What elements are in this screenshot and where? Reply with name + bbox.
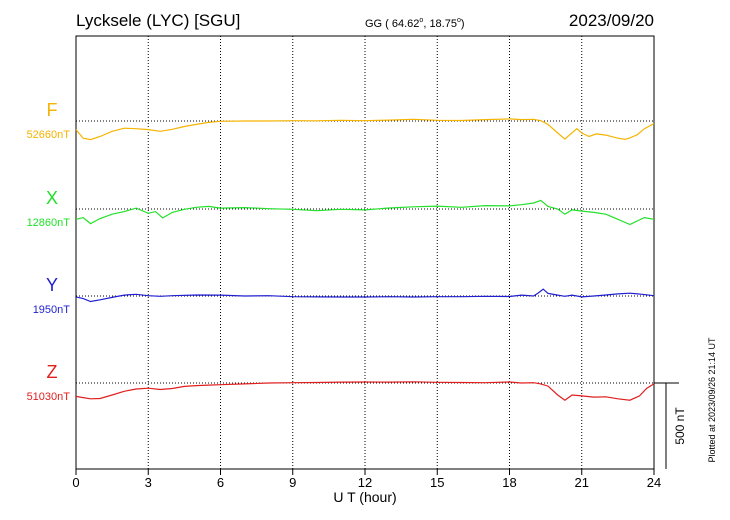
baseline-value-y: 1950nT — [33, 304, 71, 316]
coords-close: ) — [461, 18, 465, 30]
trace-z — [75, 381, 655, 401]
trace-f — [75, 118, 655, 141]
plot-date: 2023/09/20 — [569, 11, 654, 30]
x-tick-label-6: 6 — [217, 475, 224, 490]
scale-bar-label: 500 nT — [673, 407, 687, 445]
baseline-value-z: 51030nT — [27, 391, 71, 403]
coords-lon: , 18.75 — [423, 18, 457, 30]
channel-name-y: Y — [46, 275, 58, 295]
baseline-value-x: 12860nT — [27, 217, 71, 229]
baseline-value-f: 52660nT — [27, 129, 71, 141]
x-tick-label-24: 24 — [647, 475, 661, 490]
coordinates: GG ( 64.62o, 18.75o) — [365, 17, 465, 30]
channel-name-z: Z — [47, 362, 58, 382]
plotted-timestamp: Plotted at 2023/09/26 21:14 UT — [707, 337, 717, 463]
vertical-gridlines — [147, 36, 583, 469]
trace-group — [75, 118, 655, 401]
x-tick-label-18: 18 — [502, 475, 516, 490]
scale-bar: 500 nT — [654, 382, 687, 469]
x-tick-label-9: 9 — [289, 475, 296, 490]
x-tick-label-0: 0 — [72, 475, 79, 490]
x-tick-label-12: 12 — [358, 475, 372, 490]
x-axis-label: U T (hour) — [333, 489, 396, 505]
x-tick-label-3: 3 — [145, 475, 152, 490]
degree-mark-lon: o — [457, 17, 461, 24]
x-tick-label-15: 15 — [430, 475, 444, 490]
trace-x — [75, 199, 655, 226]
station-title: Lycksele (LYC) [SGU] — [76, 11, 240, 30]
channel-name-x: X — [46, 188, 58, 208]
channel-name-f: F — [47, 100, 58, 120]
coords-lat: GG ( 64.62 — [365, 18, 419, 30]
x-tick-label-21: 21 — [575, 475, 589, 490]
x-axis-ticks: 0 3 6 9 12 15 18 21 24 — [72, 469, 661, 490]
trace-y — [75, 288, 655, 303]
channel-labels: F 52660nT X 12860nT Y 1950nT Z 51030nT — [27, 100, 71, 403]
degree-mark-lat: o — [419, 17, 423, 24]
